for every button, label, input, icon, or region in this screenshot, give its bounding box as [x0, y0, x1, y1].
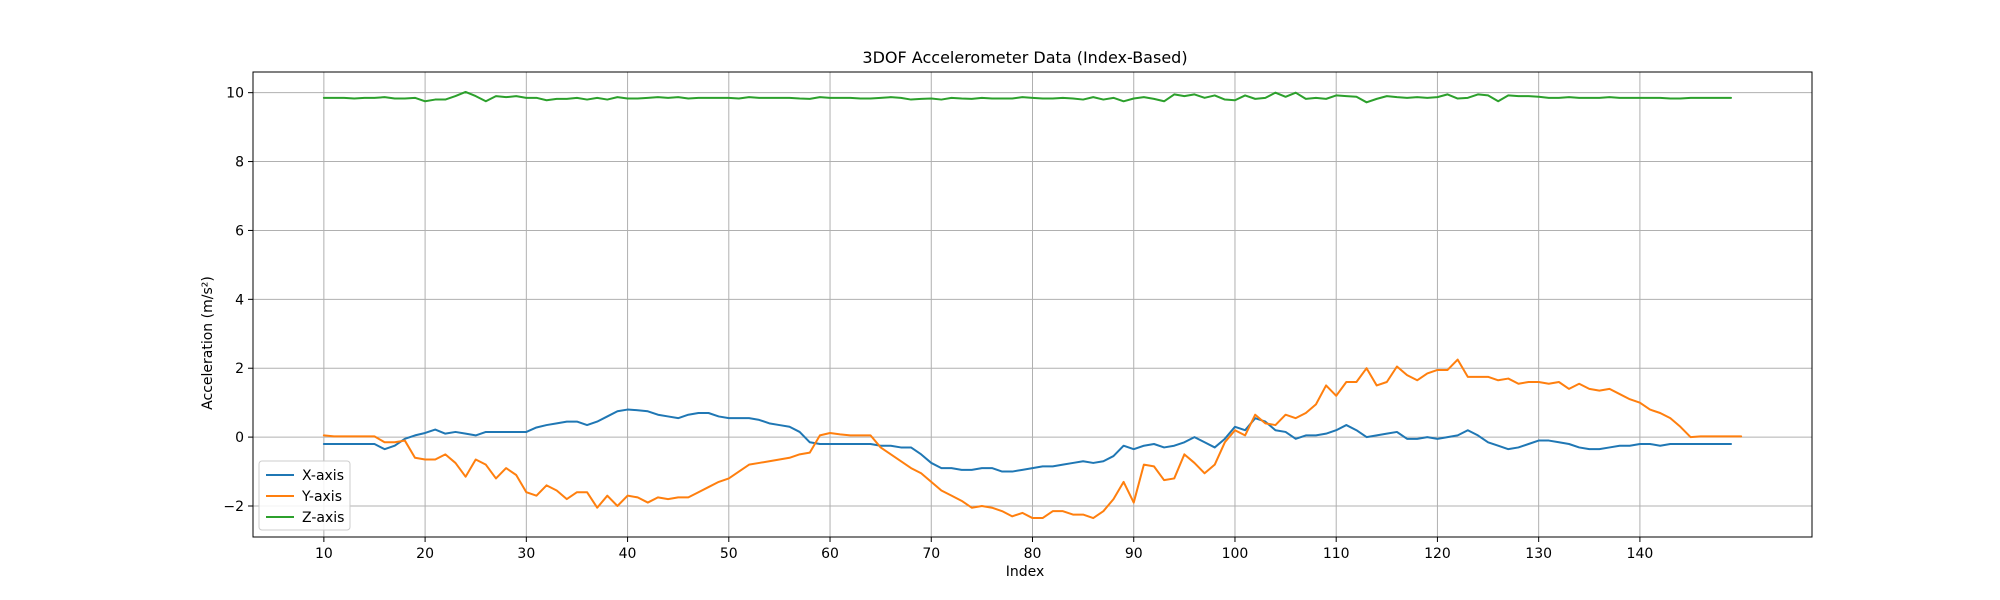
- x-tick-label: 40: [619, 546, 637, 562]
- plot-lines: [322, 90, 1743, 520]
- x-tick-label: 20: [416, 546, 434, 562]
- legend-label-z-axis: Z-axis: [302, 510, 344, 526]
- y-tick-label: 8: [235, 155, 244, 171]
- x-tick-label: 100: [1222, 546, 1249, 562]
- x-tick-label: 110: [1323, 546, 1350, 562]
- legend-box: [258, 460, 351, 531]
- x-tick-label: 50: [720, 546, 738, 562]
- x-tick-label: 80: [1024, 546, 1042, 562]
- x-tick-label: 140: [1627, 546, 1654, 562]
- legend: X-axis Y-axis Z-axis: [258, 460, 351, 531]
- y-axis-label: Acceleration (m/s²): [200, 276, 216, 410]
- x-tick-label: 90: [1125, 546, 1143, 562]
- x-axis-label: Index: [1006, 564, 1045, 580]
- x-tick-label: 10: [315, 546, 333, 562]
- y-tick-label: 10: [226, 86, 244, 102]
- x-tick-label: 130: [1525, 546, 1552, 562]
- x-tick-label: 70: [922, 546, 940, 562]
- x-tick-label: 30: [517, 546, 535, 562]
- y-tick-label: 0: [235, 430, 244, 446]
- y-tick-label: 6: [235, 223, 244, 239]
- y-tick-label: 4: [235, 292, 244, 308]
- series-line-y-axis: [322, 358, 1743, 520]
- legend-label-y-axis: Y-axis: [301, 489, 342, 505]
- grid: [253, 72, 1812, 537]
- series-line-z-axis: [322, 90, 1733, 104]
- y-tick-label: 2: [235, 361, 244, 377]
- x-tick-label: 60: [821, 546, 839, 562]
- x-tick-label: 120: [1424, 546, 1451, 562]
- chart-title: 3DOF Accelerometer Data (Index-Based): [862, 48, 1187, 67]
- legend-label-x-axis: X-axis: [302, 468, 344, 484]
- ticks: 10 20 30 40 50 60 70 80 90 100 110 120 130 140 −2 0 2 4 6 8…: [223, 86, 1653, 562]
- y-tick-label: −2: [223, 499, 244, 515]
- series-line-x-axis: [322, 408, 1733, 473]
